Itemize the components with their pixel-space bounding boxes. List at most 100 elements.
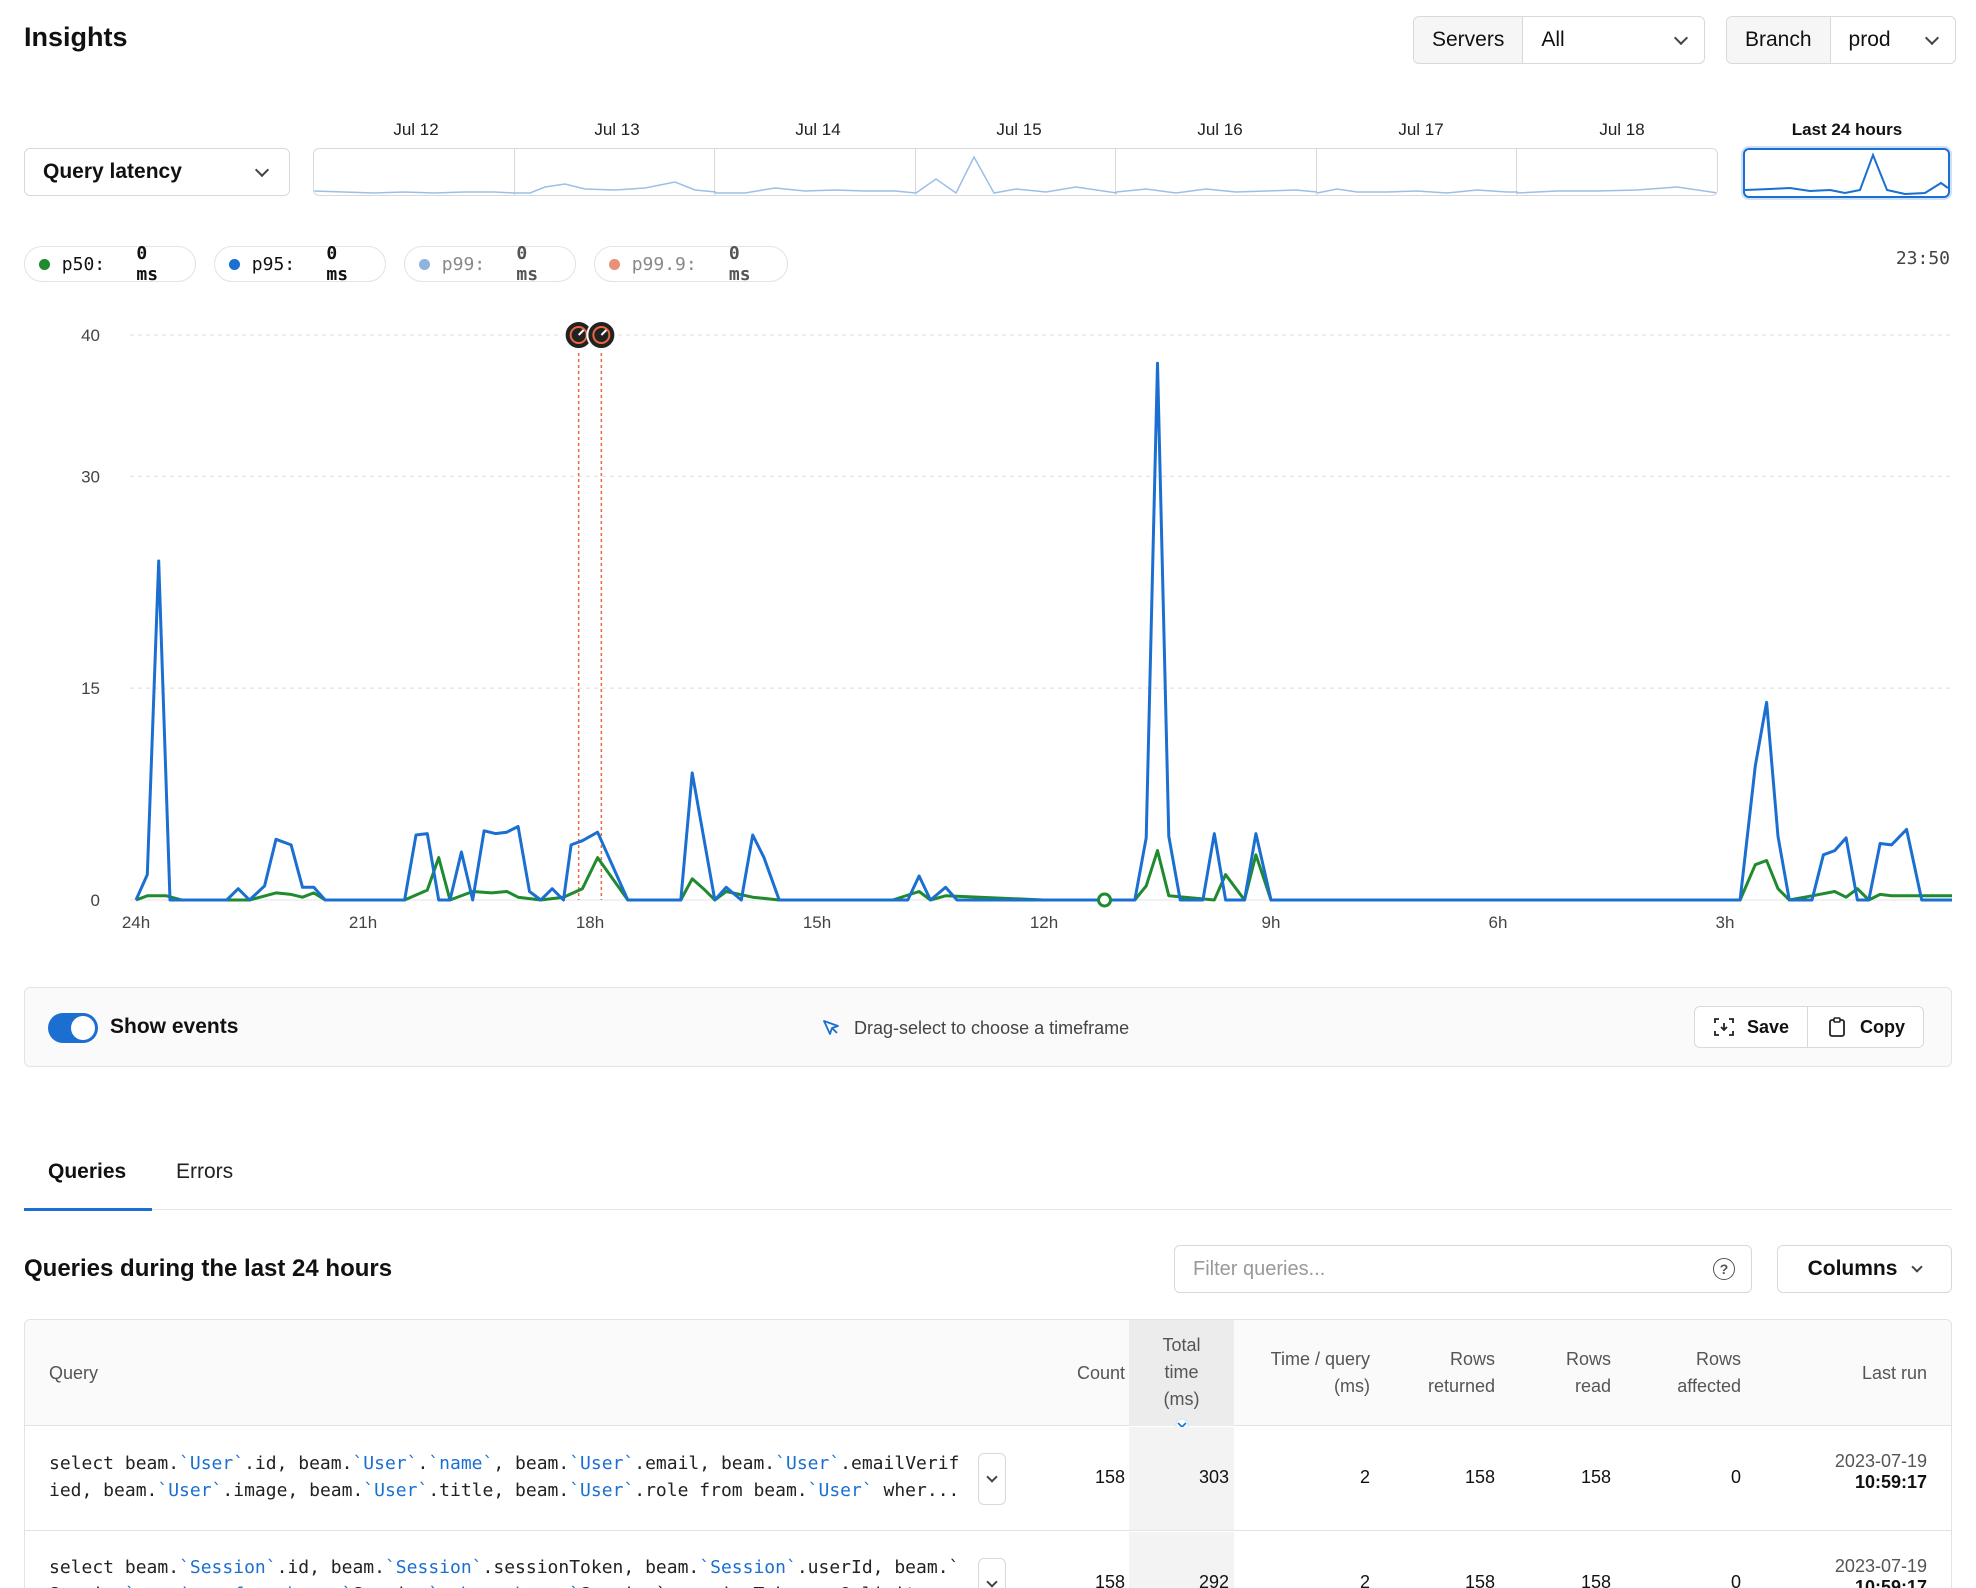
cell-total-time: 292	[1198, 1572, 1229, 1588]
query-identifier: `User`	[569, 1480, 635, 1501]
th-last-run[interactable]: Last run	[1861, 1363, 1927, 1383]
y-tick-label: 40	[81, 326, 100, 345]
legend-value: 0 ms	[326, 243, 349, 285]
cell-last-run: 2023-07-19 10:59:17	[1785, 1451, 1927, 1493]
legend-p999[interactable]: p99.9: 0 ms	[594, 243, 788, 285]
th-count[interactable]: Count	[1076, 1363, 1125, 1383]
p50-dot	[39, 258, 50, 270]
last-run-time: 10:59:17	[1854, 1472, 1927, 1492]
day-sparkline[interactable]	[715, 149, 917, 195]
chevron-down-icon	[254, 162, 270, 177]
th-query[interactable]: Query	[49, 1363, 99, 1383]
branch-select[interactable]: Branch prod	[1726, 16, 1956, 64]
th-line: Rows	[1695, 1349, 1741, 1369]
th-line: (ms)	[1334, 1376, 1370, 1396]
sorted-column-bg	[1129, 1427, 1234, 1530]
query-identifier: `User`	[807, 1480, 873, 1501]
latency-chart[interactable]: 0 15 30 40 24h 21h 18h 15h 12h 9h 6h 3h	[0, 300, 1976, 940]
th-line: affected	[1677, 1376, 1741, 1396]
expand-row-button[interactable]	[978, 1558, 1006, 1588]
expand-row-button[interactable]	[978, 1453, 1006, 1505]
copy-label: Copy	[1860, 1016, 1906, 1037]
copy-button[interactable]: Copy	[1807, 1007, 1923, 1047]
filter-placeholder: Filter queries...	[1193, 1257, 1326, 1280]
legend-name: p95:	[251, 253, 296, 275]
legend-value: 0 ms	[728, 243, 751, 285]
query-identifier: `name`	[428, 1453, 494, 1474]
chevron-down-icon	[1911, 1260, 1924, 1273]
save-button[interactable]: Save	[1695, 1007, 1807, 1047]
chart-toolbar	[24, 987, 1952, 1067]
branch-value: prod	[1848, 28, 1891, 51]
tab-queries[interactable]: Queries	[48, 1160, 127, 1183]
query-identifier: `User`	[157, 1480, 223, 1501]
th-total-time-line: Total	[1162, 1335, 1201, 1355]
table-row[interactable]: select beam.`User`.id, beam.`User`.`name…	[25, 1427, 1951, 1531]
cell-rows-returned: 158	[1464, 1572, 1495, 1588]
y-tick-label: 15	[81, 679, 100, 698]
help-icon[interactable]: ?	[1713, 1258, 1735, 1280]
tab-errors[interactable]: Errors	[176, 1160, 234, 1183]
chevron-down-icon	[1924, 30, 1940, 45]
day-sparkline[interactable]	[314, 149, 515, 195]
metric-select[interactable]: Query latency	[24, 148, 290, 196]
cell-last-run: 2023-07-19 10:59:17	[1785, 1556, 1927, 1588]
hover-point	[1097, 892, 1113, 908]
cell-rows-affected: 0	[1730, 1572, 1741, 1588]
chevron-down-icon	[986, 1575, 998, 1588]
cell-rows-read: 158	[1580, 1467, 1611, 1487]
x-tick-label: 12h	[1030, 913, 1058, 932]
cell-rows-affected: 0	[1730, 1467, 1741, 1487]
drag-hint: Drag-select to choose a timeframe	[820, 1017, 1129, 1039]
show-events-toggle[interactable]	[48, 1013, 98, 1043]
query-identifier: `Session`	[384, 1557, 483, 1578]
clipboard-icon	[1829, 1017, 1845, 1037]
day-sparkline[interactable]	[1116, 149, 1318, 195]
last-run-time: 10:59:17	[1854, 1577, 1927, 1588]
legend-name: p99.9:	[631, 253, 697, 275]
y-tick-label: 30	[81, 467, 100, 486]
cursor-select-icon	[823, 1020, 839, 1035]
th-total-time[interactable]: Total time (ms)	[1129, 1320, 1234, 1432]
page-title: Insights	[24, 22, 128, 52]
th-rows-affected[interactable]: Rows affected	[1625, 1346, 1741, 1400]
servers-select[interactable]: Servers All	[1413, 16, 1705, 64]
query-identifier: `User`	[352, 1453, 418, 1474]
chevron-down-icon	[986, 1470, 998, 1483]
legend-p99[interactable]: p99: 0 ms	[404, 243, 576, 285]
query-identifier: `Session`	[179, 1557, 277, 1578]
queries-table: Query Count Total time (ms) Time / query…	[24, 1319, 1952, 1588]
day-sparkline[interactable]	[1517, 149, 1717, 195]
query-identifier: `User`	[775, 1453, 841, 1474]
day-strip[interactable]	[313, 148, 1718, 196]
day-sparkline[interactable]	[1316, 149, 1518, 195]
cell-time-per-query: 2	[1359, 1467, 1370, 1487]
query-identifier: `.expires from beam.`	[125, 1584, 353, 1588]
day-label: Jul 14	[795, 120, 841, 139]
x-tick-label: 9h	[1262, 913, 1281, 932]
day-label: Jul 12	[393, 120, 439, 139]
query-text: select beam.`User`.id, beam.`User`.`name…	[49, 1453, 960, 1501]
last-24h-sparkline[interactable]	[1743, 148, 1950, 198]
legend-p50[interactable]: p50: 0 ms	[24, 243, 196, 285]
th-time-per-query[interactable]: Time / query (ms)	[1245, 1346, 1370, 1400]
columns-button[interactable]: Columns	[1777, 1245, 1952, 1293]
filter-queries-input[interactable]: Filter queries... ?	[1174, 1245, 1752, 1293]
th-line: Rows	[1449, 1349, 1495, 1369]
th-total-time-line: time	[1164, 1362, 1199, 1382]
day-sparkline[interactable]	[514, 149, 716, 195]
sorted-column-bg	[1129, 1532, 1234, 1588]
x-tick-label: 15h	[803, 913, 831, 932]
section-title: Queries during the last 24 hours	[24, 1255, 393, 1282]
legend-p95[interactable]: p95: 0 ms	[214, 243, 386, 285]
th-rows-returned[interactable]: Rows returned	[1385, 1346, 1495, 1400]
day-label: Jul 17	[1398, 120, 1444, 139]
day-label: Jul 16	[1197, 120, 1243, 139]
day-sparkline[interactable]	[915, 149, 1117, 195]
legend-name: p99:	[441, 253, 486, 275]
legend-value: 0 ms	[136, 243, 159, 285]
table-row[interactable]: select beam.`Session`.id, beam.`Session`…	[25, 1532, 1951, 1588]
tabs-divider	[24, 1209, 1952, 1210]
th-rows-read[interactable]: Rows read	[1515, 1346, 1611, 1400]
deploy-event-icon-ring	[592, 326, 611, 344]
